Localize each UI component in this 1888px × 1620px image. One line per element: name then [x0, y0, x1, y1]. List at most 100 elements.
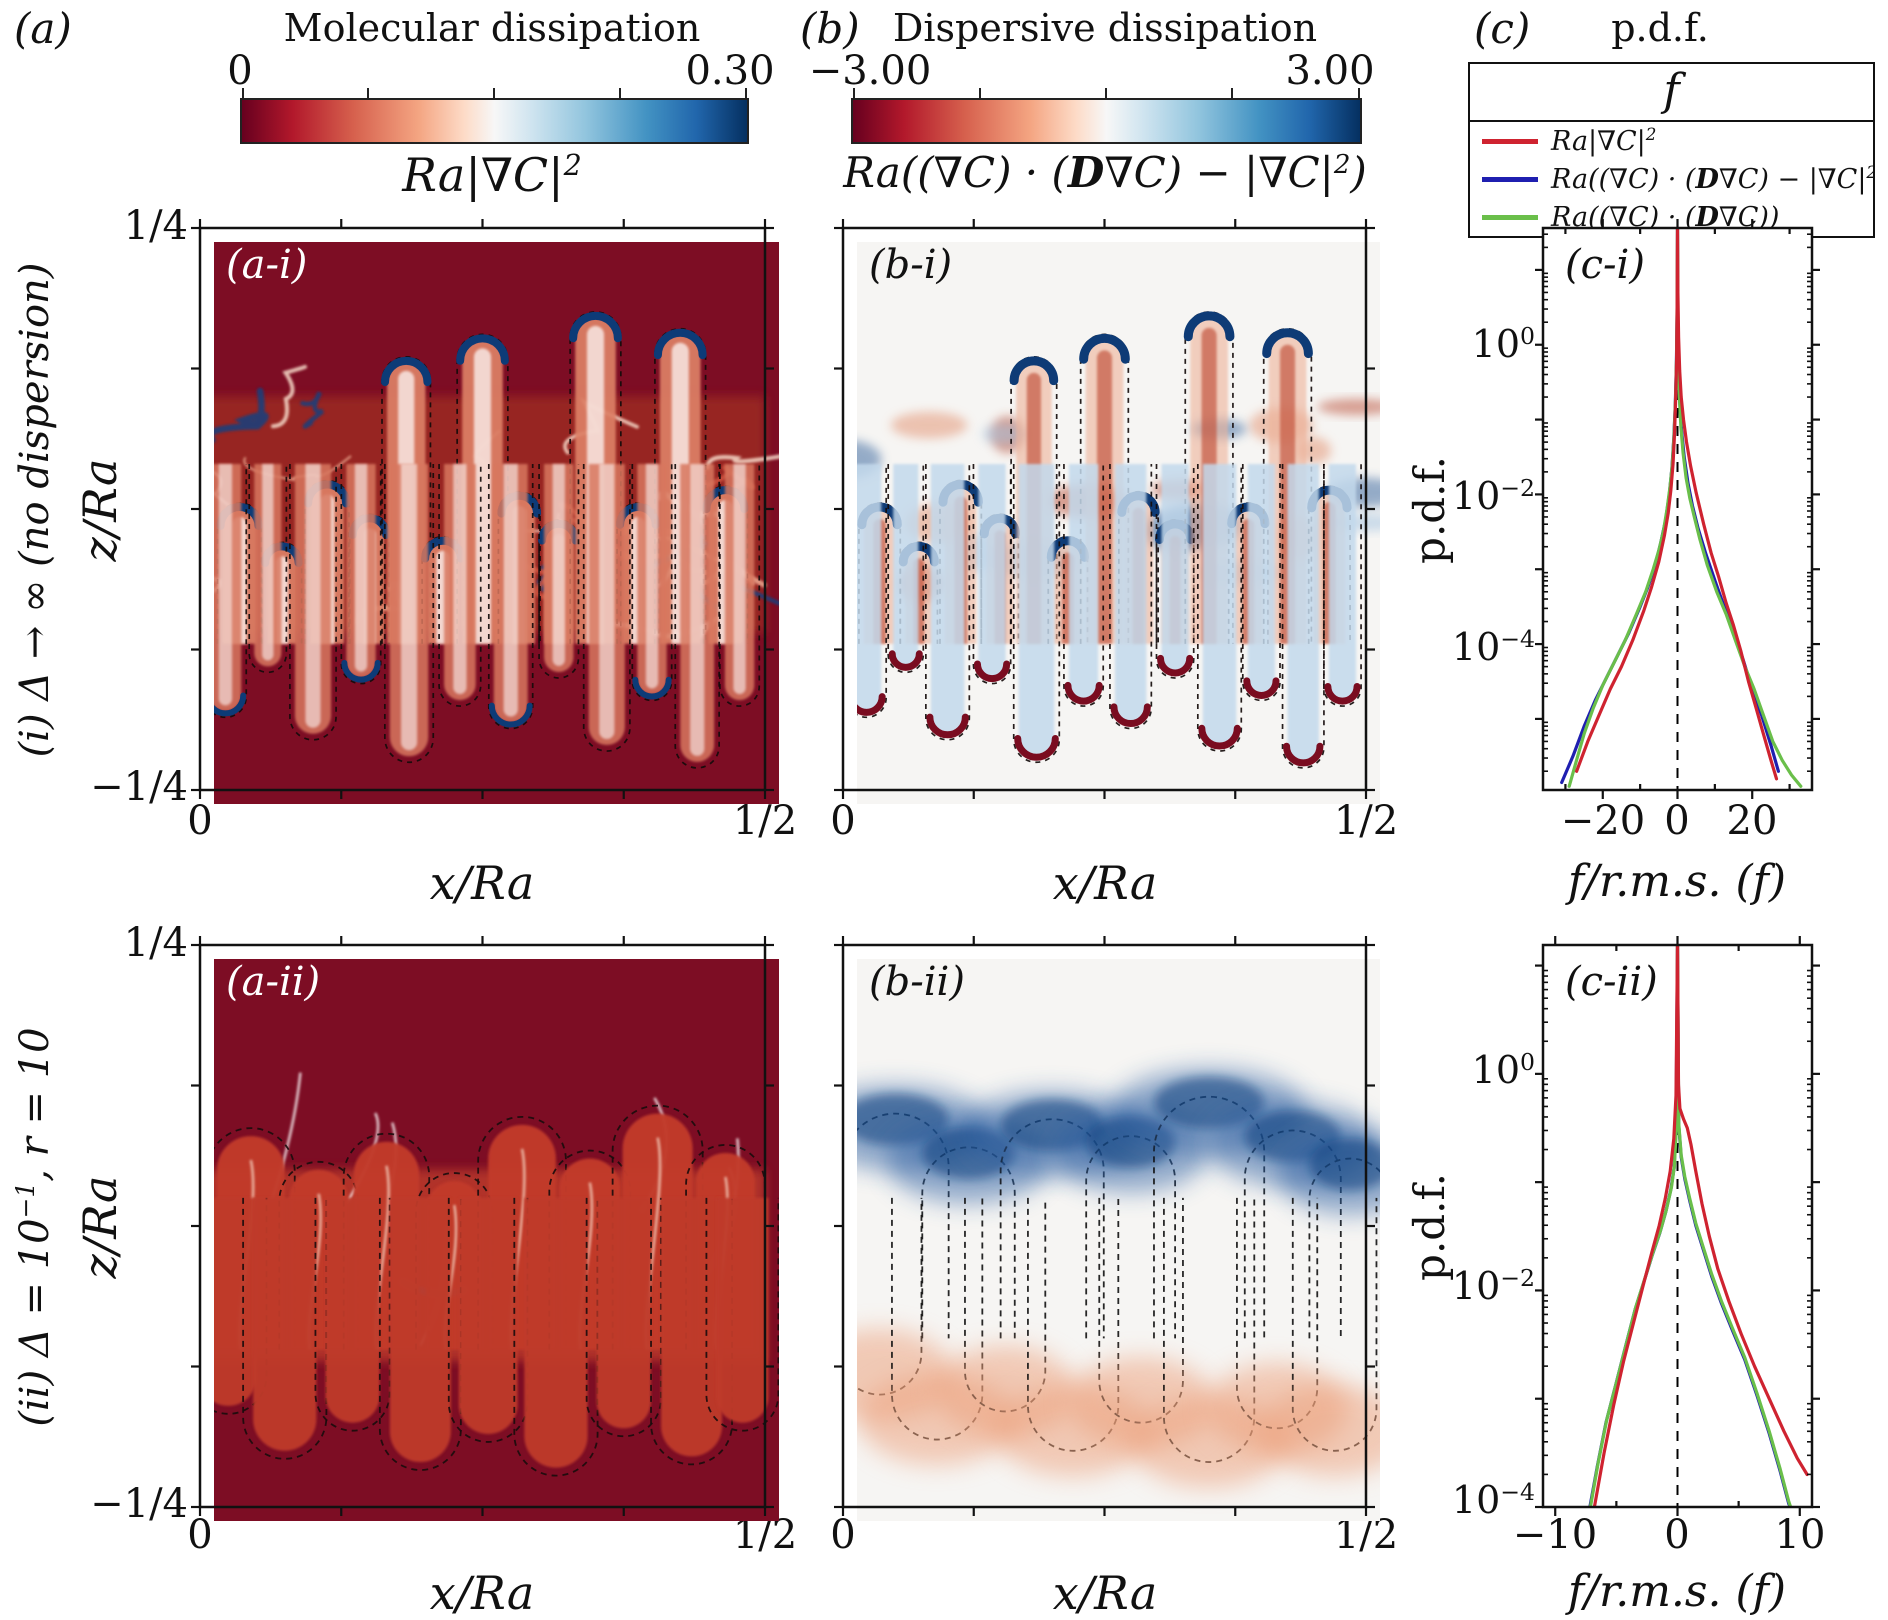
c2-xtick-zero: 0: [1664, 1512, 1690, 1558]
colorbar-a: [240, 88, 749, 144]
colorbar-tick: [1105, 88, 1107, 98]
legend-box: f Ra|∇C|2 Ra((∇C) · (D∇C) − |∇C|2) Ra((∇…: [1468, 62, 1875, 238]
colorbar-tick: [853, 88, 855, 98]
panel-c-tag: (c): [1474, 4, 1531, 53]
colorbar-a-max-label: 0.30: [685, 48, 775, 94]
row-2-label-text: , r = 10: [12, 1027, 58, 1182]
ytick-base: 10: [1451, 474, 1501, 518]
row-2-label: (ii) Δ = 10−1, r = 10: [11, 927, 64, 1527]
c1-x-axis-label: f/r.m.s. (f): [1567, 856, 1787, 907]
c2-xtick-pos: 10: [1774, 1512, 1826, 1558]
c1-xtick-neg: −20: [1560, 798, 1646, 844]
colorbar-tick: [619, 88, 621, 98]
c2-ytick-0: 100: [1405, 1048, 1535, 1092]
colorbar-b-label-bold-D: D: [1067, 148, 1105, 197]
legend-swatch-red: [1482, 138, 1538, 144]
ytick-exp: 0: [1520, 322, 1535, 351]
legend-swatch-blue: [1482, 176, 1538, 182]
row-1-ytick-bottom: −1/4: [90, 764, 188, 810]
c1-ytick-m4: 10−4: [1405, 625, 1535, 669]
a2-xtick-0: 0: [187, 1512, 213, 1558]
heatmap-a-ii: [191, 936, 779, 1521]
panel-b-tag: (b): [800, 4, 860, 53]
colorbar-b: [851, 88, 1362, 144]
ytick-exp: −4: [1500, 1478, 1535, 1507]
colorbar-b-max-label: 3.00: [1285, 48, 1375, 94]
row-1-label: (i) Δ → ∞ (no dispersion): [12, 210, 64, 810]
a1-xtick-half: 1/2: [732, 798, 798, 844]
tag-c-ii: (c-ii): [1565, 959, 1658, 1005]
b2-xtick-0: 0: [830, 1512, 856, 1558]
heatmap-b-i: [834, 219, 1380, 804]
colorbar-tick: [745, 88, 747, 98]
c2-ytick-m2: 10−2: [1405, 1264, 1535, 1308]
colorbar-b-variable-label: Ra((∇C) · (D∇C) − |∇C|2): [825, 148, 1385, 197]
colorbar-b-label-text: ∇C) − |∇C|: [1104, 148, 1334, 197]
row-2-ytick-top: 1/4: [123, 920, 188, 966]
heatmap-a-i: [191, 219, 779, 804]
pdf-plot-c-ii: [1535, 936, 1820, 1516]
panel-a-title: Molecular dissipation: [283, 6, 701, 50]
tag-b-i: (b-i): [869, 242, 953, 288]
c1-ytick-0: 100: [1405, 322, 1535, 366]
a1-xtick-0: 0: [187, 798, 213, 844]
legend-entry: Ra((∇C) · (D∇C) − |∇C|2): [1470, 160, 1873, 198]
legend-entry-label: Ra|∇C|2: [1551, 124, 1657, 157]
legend-label-text: Ra|∇C|: [1551, 125, 1646, 157]
row-2-ytick-bottom: −1/4: [90, 1481, 188, 1527]
c2-ytick-m4: 10−4: [1405, 1478, 1535, 1522]
legend-label-sup: 2: [1866, 162, 1873, 182]
legend-divider: [1470, 120, 1873, 122]
colorbar-b-label-text: ): [1350, 148, 1367, 197]
a2-x-axis-label: x/Ra: [429, 1566, 535, 1620]
tag-c-i: (c-i): [1565, 242, 1645, 288]
colorbar-tick: [242, 88, 244, 98]
ytick-exp: 0: [1520, 1048, 1535, 1077]
row-2-label-text: (ii) Δ = 10: [12, 1218, 58, 1427]
colorbar-tick: [493, 88, 495, 98]
panel-c-title: p.d.f.: [1611, 6, 1709, 50]
colorbar-b-label-text: Ra((∇C) · (: [843, 148, 1068, 197]
colorbar-tick: [367, 88, 369, 98]
pdf-plot-c-i: [1535, 219, 1820, 799]
ytick-exp: −2: [1500, 1264, 1535, 1293]
c2-x-axis-label: f/r.m.s. (f): [1567, 1566, 1787, 1617]
colorbar-tick: [979, 88, 981, 98]
ytick-base: 10: [1451, 1478, 1501, 1522]
panel-b-title: Dispersive dissipation: [892, 6, 1318, 50]
colorbar-b-min-label: −3.00: [808, 48, 932, 94]
legend-label-sup: 2: [1645, 124, 1657, 145]
ytick-base: 10: [1471, 1048, 1521, 1092]
row-2-y-axis-label: z/Ra: [73, 1175, 127, 1279]
colorbar-a-variable-label: Ra|∇C|2: [252, 148, 732, 202]
b2-x-axis-label: x/Ra: [1052, 1566, 1158, 1620]
colorbar-a-min-label: 0: [227, 48, 253, 94]
row-1-ytick-top: 1/4: [123, 203, 188, 249]
b1-xtick-0: 0: [830, 798, 856, 844]
c1-xtick-zero: 0: [1664, 798, 1690, 844]
colorbar-a-label-sup: 2: [563, 149, 582, 183]
colorbar-tick: [1231, 88, 1233, 98]
heatmap-b-ii: [834, 936, 1380, 1521]
c2-xtick-neg: −10: [1512, 1512, 1598, 1558]
legend-swatch-green: [1482, 214, 1538, 220]
colorbar-tick: [1358, 88, 1360, 98]
b1-xtick-half: 1/2: [1333, 798, 1399, 844]
a1-x-axis-label: x/Ra: [429, 856, 535, 910]
ytick-base: 10: [1451, 625, 1501, 669]
legend-label-bold-D: D: [1695, 163, 1719, 195]
tag-a-ii: (a-ii): [226, 959, 321, 1005]
row-2-label-sup: −1: [11, 1181, 41, 1219]
ytick-base: 10: [1471, 322, 1521, 366]
tag-a-i: (a-i): [226, 242, 308, 288]
legend-entry: Ra|∇C|2: [1470, 122, 1873, 160]
panel-a-tag: (a): [14, 4, 72, 53]
c1-ytick-m2: 10−2: [1405, 474, 1535, 518]
ytick-base: 10: [1451, 1264, 1501, 1308]
legend-entry-label: Ra((∇C) · (D∇C) − |∇C|2): [1551, 162, 1873, 195]
tag-b-ii: (b-ii): [869, 959, 965, 1005]
legend-label-text: ∇C) − |∇C|: [1718, 163, 1867, 195]
colorbar-a-label-text: Ra|∇C|: [402, 148, 564, 202]
legend-label-bold-D: D: [1695, 201, 1719, 233]
